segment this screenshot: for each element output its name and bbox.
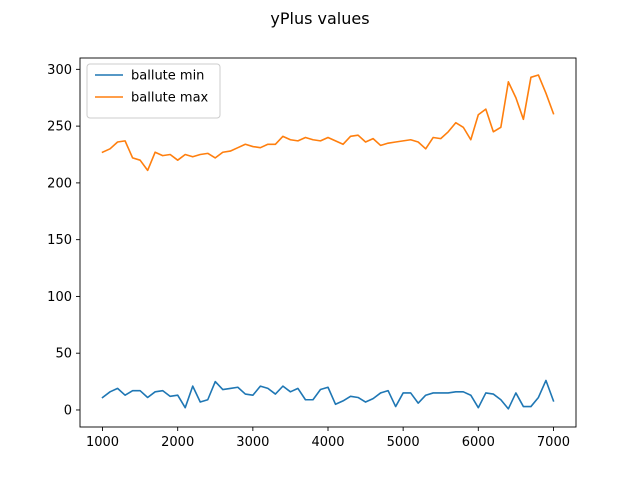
y-tick-label: 300 [47,63,72,78]
x-tick-label: 3000 [236,435,269,450]
series-layer [101,74,555,410]
legend-label: ballute min [131,69,204,84]
x-tick-label: 4000 [311,435,344,450]
y-tick-label: 50 [55,347,72,362]
y-tick-label: 100 [47,290,72,305]
x-tick-label: 1000 [86,435,119,450]
series-line-ballute-max [101,74,555,172]
series-line-ballute-min [101,379,555,410]
chart-title: yPlus values [270,9,369,28]
x-tick-label: 5000 [387,435,420,450]
x-tick-label: 2000 [161,435,194,450]
y-tick-label: 0 [64,403,72,418]
legend-box [86,63,221,119]
y-tick-label: 250 [47,120,72,135]
legend-label: ballute max [131,91,209,106]
x-tick-label: 6000 [462,435,495,450]
y-tick-label: 150 [47,233,72,248]
x-tick-label: 7000 [537,435,570,450]
legend: ballute min ballute max [86,63,221,119]
y-tick-label: 200 [47,176,72,191]
axes: 1000 2000 3000 4000 5000 6000 7000 0 50 100 150 200… [47,57,577,450]
